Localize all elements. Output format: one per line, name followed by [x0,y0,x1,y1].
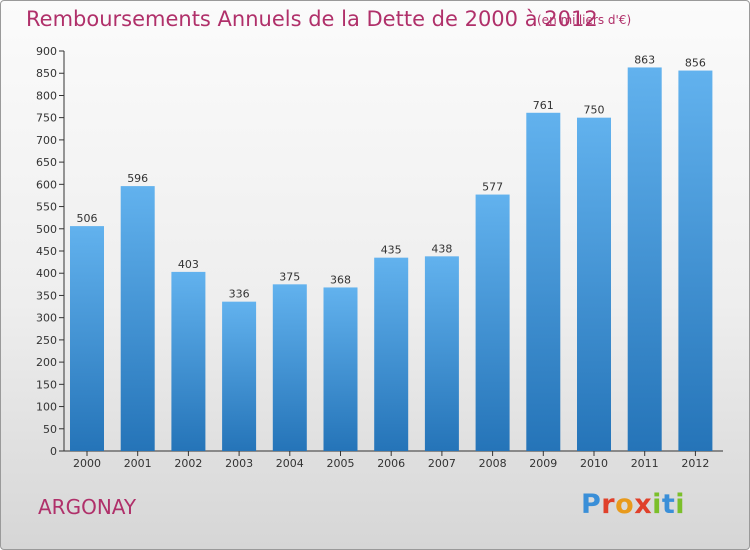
logo-letter: P [581,489,602,520]
x-tick-label: 2004 [276,457,304,470]
y-tick-label: 800 [36,89,57,102]
bar [70,226,104,451]
x-tick-label: 2000 [73,457,101,470]
y-tick-label: 650 [36,156,57,169]
y-tick-label: 700 [36,134,57,147]
x-tick-label: 2001 [124,457,152,470]
logo-letter: r [601,489,616,520]
logo-letter: i [652,489,662,520]
logo-letter: o [615,489,635,520]
bar [678,70,713,452]
data-label: 750 [584,104,605,117]
proxiti-logo: Proxiti [581,489,685,520]
bar [171,271,206,451]
y-tick-label: 400 [36,267,57,280]
y-tick-label: 300 [36,312,57,325]
y-tick-label: 50 [43,423,57,436]
x-tick-label: 2007 [428,457,456,470]
bar [323,287,358,451]
bar [120,186,155,451]
bar [475,194,510,452]
data-label: 856 [685,57,706,70]
y-tick-label: 350 [36,289,57,302]
x-tick-label: 2005 [327,457,355,470]
data-label: 577 [482,181,503,194]
data-label: 596 [127,172,148,185]
place-name: ARGONAY [38,495,137,519]
y-tick-label: 750 [36,112,57,125]
y-tick-label: 200 [36,356,57,369]
x-tick-label: 2009 [529,457,557,470]
data-label: 438 [431,242,452,255]
y-tick-label: 450 [36,245,57,258]
data-label: 863 [634,53,655,66]
data-label: 336 [229,288,250,301]
y-tick-label: 100 [36,401,57,414]
y-tick-label: 150 [36,378,57,391]
y-tick-label: 900 [36,45,57,58]
bar [222,301,257,451]
data-label: 375 [279,270,300,283]
bar [526,112,561,452]
x-tick-label: 2008 [479,457,507,470]
bar [374,257,409,451]
data-label: 403 [178,258,199,271]
logo-letter: t [661,489,676,520]
data-label: 368 [330,273,351,286]
x-tick-label: 2012 [681,457,709,470]
chart-title: Remboursements Annuels de la Dette de 20… [26,7,598,31]
x-tick-label: 2010 [580,457,608,470]
x-tick-label: 2002 [174,457,202,470]
bar [272,284,307,451]
data-label: 506 [77,212,98,225]
x-tick-label: 2006 [377,457,405,470]
bar [577,117,611,452]
y-tick-label: 600 [36,178,57,191]
data-label: 761 [533,99,554,112]
x-tick-label: 2011 [631,457,659,470]
bar [424,256,459,451]
y-tick-label: 500 [36,223,57,236]
y-tick-label: 250 [36,334,57,347]
data-label: 435 [381,244,402,257]
y-tick-label: 0 [50,445,57,458]
x-tick-label: 2003 [225,457,253,470]
bar [627,67,662,451]
logo-letter: x [634,489,653,520]
chart-subtitle: (en milliers d'€) [537,13,632,27]
y-tick-label: 850 [36,67,57,80]
logo-letter: i [675,489,686,520]
y-tick-label: 550 [36,201,57,214]
